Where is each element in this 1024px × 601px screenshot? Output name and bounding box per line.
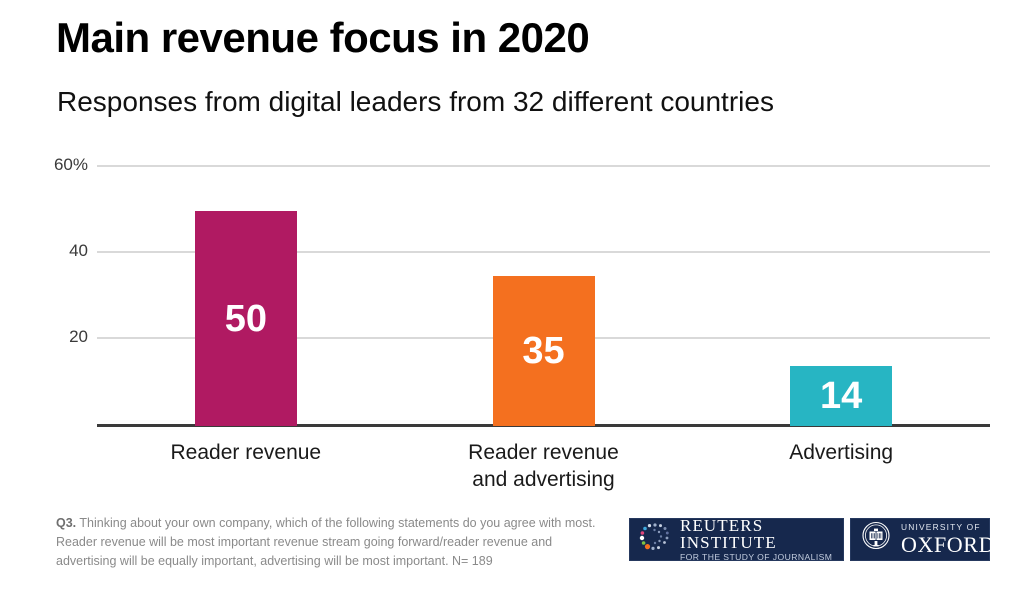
gridline: [97, 165, 990, 167]
gridline: [97, 251, 990, 253]
y-axis-tick-label: 40: [69, 241, 88, 260]
reuters-wordmark: REUTERS INSTITUTE FOR THE STUDY OF JOURN…: [680, 517, 837, 562]
category-label-line: and advertising: [472, 467, 615, 491]
reuters-institute-logo: REUTERS INSTITUTE FOR THE STUDY OF JOURN…: [629, 517, 844, 562]
bar: 35: [492, 275, 595, 426]
reuters-dots-icon: [638, 520, 672, 559]
bar: 14: [790, 365, 893, 426]
bar-value-label: 50: [224, 297, 267, 340]
footnote-question-label: Q3.: [56, 516, 77, 530]
bar: 50: [194, 211, 297, 426]
page-subtitle: Responses from digital leaders from 32 d…: [57, 86, 774, 117]
footnote-text: Thinking about your own company, which o…: [56, 516, 596, 568]
reuters-logo-main: REUTERS INSTITUTE: [680, 516, 777, 553]
category-label: Advertising: [692, 440, 990, 467]
oxford-crest-icon: [860, 520, 892, 559]
oxford-logo-main: OXFORD: [901, 531, 996, 557]
category-label-line: Reader revenue: [170, 441, 322, 464]
y-axis-tick-label: 20: [69, 327, 88, 346]
footnote: Q3. Thinking about your own company, whi…: [56, 514, 601, 571]
category-label: Reader revenue and advertising: [395, 440, 693, 494]
university-of-oxford-logo: UNIVERSITY OF OXFORD: [850, 518, 994, 561]
category-label-line: Advertising: [789, 441, 894, 464]
page-title: Main revenue focus in 2020: [56, 14, 590, 61]
category-label-line: Reader revenue: [468, 441, 619, 464]
logos-group: REUTERS INSTITUTE FOR THE STUDY OF JOURN…: [629, 517, 994, 562]
oxford-logo-sub: UNIVERSITY OF: [901, 522, 981, 533]
oxford-wordmark: UNIVERSITY OF OXFORD: [901, 523, 995, 555]
bar-value-label: 35: [522, 329, 565, 372]
y-axis-tick-label: 60%: [53, 155, 88, 174]
bar-value-label: 14: [820, 374, 863, 417]
reuters-logo-sub: FOR THE STUDY OF JOURNALISM: [680, 552, 833, 563]
category-label: Reader revenue: [97, 440, 395, 467]
bars-layer: 50 35 14: [97, 166, 990, 426]
